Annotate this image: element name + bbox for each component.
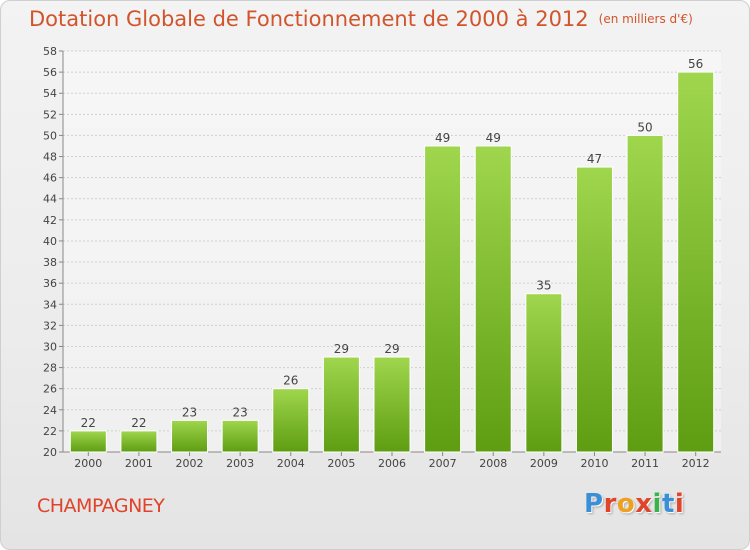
y-tick-label: 44 [43, 193, 57, 206]
y-tick-label: 42 [43, 214, 57, 227]
bar-value-label: 26 [283, 374, 298, 388]
bar-value-label: 29 [334, 342, 349, 356]
bar-value-label: 47 [587, 152, 602, 166]
proxiti-logo: Proxiti [584, 489, 684, 519]
bar-value-label: 22 [131, 416, 146, 430]
y-tick-label: 20 [43, 446, 57, 459]
y-tick-label: 58 [43, 45, 57, 58]
bar-value-label: 22 [81, 416, 96, 430]
bar-value-label: 50 [637, 120, 652, 134]
bar [322, 356, 360, 453]
commune-name: CHAMPAGNEY [37, 495, 165, 517]
bar [474, 145, 512, 453]
bar-value-label: 49 [486, 131, 501, 145]
bar [272, 388, 310, 453]
x-tick-label: 2010 [580, 457, 608, 470]
bar-value-label: 56 [688, 57, 703, 71]
bar [69, 430, 107, 453]
x-tick-label: 2009 [530, 457, 558, 470]
x-tick-label: 2003 [226, 457, 254, 470]
x-tick-label: 2002 [176, 457, 204, 470]
bar-value-label: 29 [384, 342, 399, 356]
y-tick-label: 50 [43, 129, 57, 142]
x-tick-label: 2012 [682, 457, 710, 470]
y-tick-label: 46 [43, 172, 57, 185]
bar [575, 166, 613, 453]
x-tick-label: 2000 [74, 457, 102, 470]
bar-value-label: 23 [233, 405, 248, 419]
chart-title: Dotation Globale de Fonctionnement de 20… [29, 7, 693, 31]
y-tick-label: 30 [43, 340, 57, 353]
y-tick-label: 38 [43, 256, 57, 269]
y-tick-label: 28 [43, 362, 57, 375]
bar [626, 134, 664, 453]
bar [120, 430, 158, 453]
y-tick-label: 40 [43, 235, 57, 248]
bar-value-label: 23 [182, 405, 197, 419]
x-tick-label: 2007 [429, 457, 457, 470]
y-tick-label: 34 [43, 298, 57, 311]
y-tick-label: 56 [43, 66, 57, 79]
x-tick-label: 2011 [631, 457, 659, 470]
chart-subtitle: (en milliers d'€) [598, 12, 693, 26]
bar [171, 419, 209, 453]
y-tick-label: 52 [43, 108, 57, 121]
y-tick-label: 22 [43, 425, 57, 438]
bar [677, 71, 715, 453]
logo-letter: r [603, 489, 617, 519]
bar-value-label: 35 [536, 279, 551, 293]
chart-title-text: Dotation Globale de Fonctionnement de 20… [29, 7, 589, 31]
logo-letter: o [616, 489, 636, 519]
bar [373, 356, 411, 453]
x-tick-label: 2005 [327, 457, 355, 470]
logo-letter: x [635, 489, 653, 519]
logo-letter: P [584, 489, 604, 519]
x-tick-label: 2008 [479, 457, 507, 470]
y-tick-label: 36 [43, 277, 57, 290]
x-tick-label: 2006 [378, 457, 406, 470]
bar [424, 145, 462, 453]
logo-letter: i [652, 489, 662, 519]
bar-value-label: 49 [435, 131, 450, 145]
logo-letter: i [674, 489, 685, 519]
y-tick-label: 24 [43, 404, 57, 417]
y-tick-label: 48 [43, 151, 57, 164]
x-tick-label: 2004 [277, 457, 305, 470]
x-tick-label: 2001 [125, 457, 153, 470]
y-tick-label: 26 [43, 383, 57, 396]
y-tick-label: 54 [43, 87, 57, 100]
bar [525, 293, 563, 453]
bar [221, 419, 259, 453]
logo-letter: t [661, 489, 675, 519]
y-tick-label: 32 [43, 319, 57, 332]
